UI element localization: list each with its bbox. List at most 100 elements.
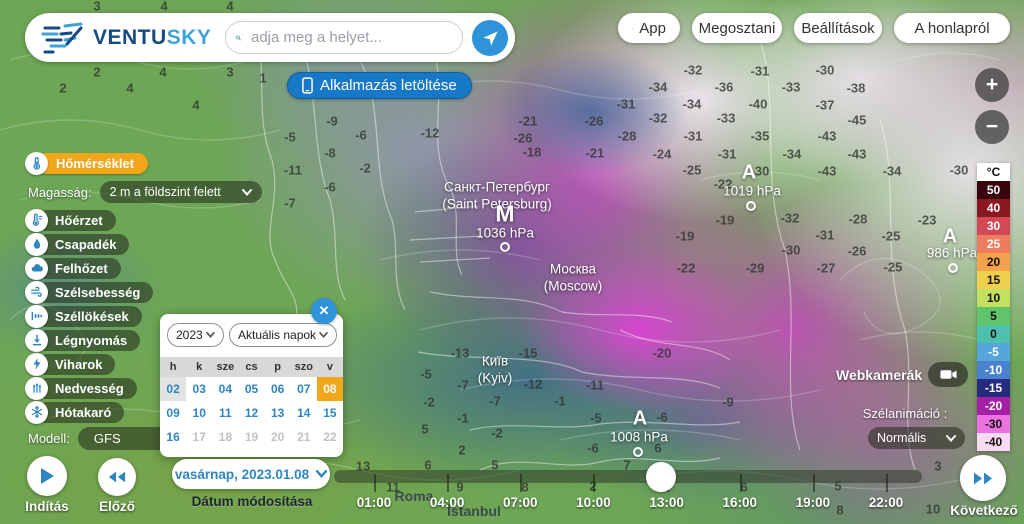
calendar-close-button[interactable]: ✕ xyxy=(311,298,337,324)
zoom-in-button[interactable]: + xyxy=(975,68,1009,102)
zoom-out-button[interactable]: − xyxy=(975,110,1009,144)
calendar-day-15[interactable]: 15 xyxy=(323,406,337,420)
calendar-year-dropdown[interactable]: 2023 xyxy=(167,323,224,347)
scale-stop-5: 5 xyxy=(977,307,1010,325)
share-button[interactable]: Megosztani xyxy=(692,13,782,43)
search-box[interactable] xyxy=(225,21,463,54)
pressure-value: 1019 hPa xyxy=(723,183,781,199)
calendar-day-16[interactable]: 16 xyxy=(166,430,180,444)
scale-stop--40: -40 xyxy=(977,433,1010,451)
next-label: Következő xyxy=(950,503,1018,518)
layer-item-felhőzet[interactable]: Felhőzet xyxy=(25,256,153,280)
scale-stop--10: -10 xyxy=(977,361,1010,379)
calendar-day-11[interactable]: 11 xyxy=(219,406,232,420)
timeline-time-label: 22:00 xyxy=(868,495,904,510)
ventusky-logo[interactable]: VENTU SKY xyxy=(41,20,211,56)
layer-item-nedvesség[interactable]: Nedvesség xyxy=(25,376,153,400)
calendar-range-dropdown[interactable]: Aktuális napok xyxy=(229,323,337,347)
layer-item-label: Széllökések xyxy=(36,305,142,327)
pressure-marker-ring xyxy=(500,242,510,252)
layer-item-széllökések[interactable]: Széllökések xyxy=(25,304,153,328)
snow-cover-icon xyxy=(25,400,48,424)
layer-item-hótakaró[interactable]: Hótakaró xyxy=(25,400,153,424)
layer-item-label: Felhőzet xyxy=(36,257,121,279)
calendar-day-13[interactable]: 13 xyxy=(270,406,285,420)
app-button[interactable]: App xyxy=(618,13,680,43)
pressure-value: 1008 hPa xyxy=(610,429,668,445)
calendar-day-07[interactable]: 07 xyxy=(297,382,311,396)
timeline-time-label: 16:00 xyxy=(722,495,758,510)
settings-button[interactable]: Beállítások xyxy=(794,13,882,43)
layer-item-viharok[interactable]: Viharok xyxy=(25,352,153,376)
calendar-day-05[interactable]: 05 xyxy=(244,382,259,396)
city-sublabel: (Saint Petersburg) xyxy=(442,196,552,212)
calendar-weekday: p xyxy=(274,361,281,373)
share-button-label: Megosztani xyxy=(698,19,776,37)
search-input[interactable] xyxy=(249,28,452,47)
timeline-handle[interactable] xyxy=(646,462,676,492)
timeline-tick xyxy=(447,474,450,492)
calendar-popup: 2023 Aktuális napok h k sze cs p szo v 02 03 04 0… xyxy=(160,314,343,457)
calendar-weekday: v xyxy=(326,361,333,373)
scale-stop--15: -15 xyxy=(977,379,1010,397)
clouds-icon xyxy=(25,256,48,280)
app-button-label: App xyxy=(639,19,666,37)
layer-item-csapadék[interactable]: Csapadék xyxy=(25,232,153,256)
locate-me-button[interactable] xyxy=(472,20,508,56)
calendar-range-value: Aktuális napok xyxy=(238,328,317,342)
calendar-day-12[interactable]: 12 xyxy=(244,406,259,420)
calendar-day-14[interactable]: 14 xyxy=(297,406,311,420)
calendar-day-08[interactable]: 08 xyxy=(316,377,343,401)
city-label-dark: İstanbul xyxy=(447,503,501,519)
precipitation-icon xyxy=(25,232,48,256)
next-button[interactable] xyxy=(960,455,1006,501)
timeline-time-label: 13:00 xyxy=(649,495,684,510)
date-hint-label: Dátum módosítása xyxy=(191,494,313,509)
calendar-day-04[interactable]: 04 xyxy=(218,382,233,396)
layer-item-hőérzet[interactable]: Hőérzet xyxy=(25,208,153,232)
scale-stop-40: 40 xyxy=(977,199,1010,217)
timeline-time-label: 19:00 xyxy=(795,495,831,510)
timeline-time-label: 10:00 xyxy=(576,495,611,510)
previous-label: Előző xyxy=(99,499,135,514)
calendar-day-02[interactable]: 02 xyxy=(160,377,187,401)
calendar-year-value: 2023 xyxy=(176,328,203,342)
calendar-day-03[interactable]: 03 xyxy=(192,382,206,396)
scale-stop--5: -5 xyxy=(977,343,1010,361)
calendar-day-21: 21 xyxy=(297,430,311,444)
calendar-day-06[interactable]: 06 xyxy=(270,382,285,396)
city-label-dark: Roma xyxy=(394,488,434,504)
calendar-day-09[interactable]: 09 xyxy=(166,406,180,420)
layer-item-szélsebesség[interactable]: Szélsebesség xyxy=(25,280,154,304)
previous-button[interactable] xyxy=(98,458,136,496)
about-button-label: A honlapról xyxy=(914,19,990,37)
webcams-button[interactable] xyxy=(928,362,969,387)
scale-stop--20: -20 xyxy=(977,397,1010,415)
download-app-button[interactable]: Alkalmazás letöltése xyxy=(287,72,472,99)
wind-animation-dropdown[interactable]: Normális xyxy=(868,427,965,449)
layer-item-légnyomás[interactable]: Légnyomás xyxy=(25,328,153,352)
calendar-day-20: 20 xyxy=(270,430,285,444)
timeline-tick xyxy=(739,474,742,492)
timeline-track[interactable] xyxy=(334,470,922,483)
chevron-down-icon xyxy=(316,470,328,478)
pressure-value: 986 hPa xyxy=(926,245,978,261)
layer-selected-temperature[interactable]: Hőmérséklet xyxy=(25,152,149,175)
calendar-day-10[interactable]: 10 xyxy=(192,406,206,420)
storms-icon xyxy=(25,352,48,376)
about-button[interactable]: A honlapról xyxy=(894,13,1010,43)
play-button[interactable] xyxy=(27,456,67,496)
chevron-down-icon xyxy=(946,434,956,442)
scale-stop-50: 50 xyxy=(977,181,1010,199)
timeline-tick xyxy=(593,474,596,492)
timeline-time-label: 04:00 xyxy=(429,495,465,510)
play-icon xyxy=(41,468,54,484)
calendar-weekday: k xyxy=(196,361,203,373)
pressure-letter-M: M xyxy=(495,200,515,227)
download-app-label: Alkalmazás letöltése xyxy=(320,77,457,94)
temperature-scale: °C 50 40 30 25 20 15 10 5 0 -5 -10 -15 -20 -30 -40 xyxy=(977,163,1010,451)
chevron-down-icon xyxy=(206,332,215,338)
scale-stop--30: -30 xyxy=(977,415,1010,433)
date-dropdown[interactable]: vasárnap, 2023.01.08 xyxy=(172,459,330,489)
height-dropdown[interactable]: 2 m a földszint felett xyxy=(99,181,262,203)
